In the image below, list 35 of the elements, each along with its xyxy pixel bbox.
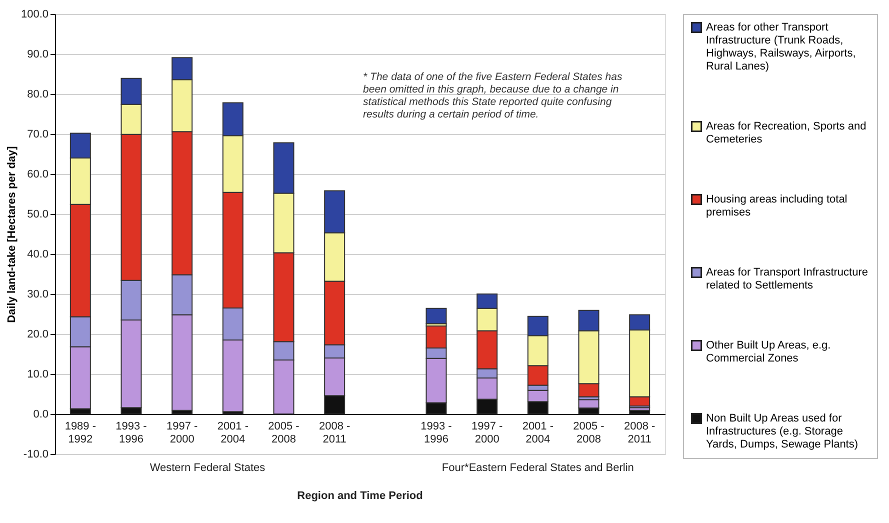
y-tick-label: 50.0 <box>27 208 48 220</box>
x-tick-label: 2005 - 2008 <box>268 420 300 446</box>
text: Western Federal States <box>150 462 266 474</box>
legend-label: Housing areas including total premises <box>706 194 848 218</box>
text: Four*Eastern Federal States and Berlin <box>442 462 634 474</box>
x-tick-label: 1997 - 2000 <box>471 420 504 446</box>
legend-label: Areas for Transport Infrastructure related to Settlements <box>706 266 868 292</box>
y-tick-label: -10.0 <box>23 448 48 460</box>
y-tick-label: 60.0 <box>27 168 48 180</box>
x-tick-label: 2005 - 2008 <box>573 420 605 446</box>
x-tick-label: 2001 - 2004 <box>217 420 249 446</box>
x-tick-label: 2008 - 2011 <box>624 420 656 446</box>
x-axis-title: Region and Time Period <box>297 490 423 502</box>
legend-label: Non Built Up Areas used for Infrastructures (e.g. Storage Yards, Dumps, Sewage Plants) <box>706 412 858 450</box>
bar <box>426 308 447 324</box>
y-tick-label: 80.0 <box>27 88 48 100</box>
x-tick-label: 1989 - 1992 <box>64 420 96 446</box>
x-tick-label: 1993 - 1996 <box>420 420 452 446</box>
y-tick-label: 20.0 <box>27 328 48 340</box>
legend-label: Areas for Recreation, Sports and Cemeteries <box>706 120 866 146</box>
y-tick-label: 70.0 <box>27 128 48 140</box>
x-tick-label: 2001 - 2004 <box>522 420 554 446</box>
x-tick-label: 2008 - 2011 <box>318 420 351 446</box>
x-tick-label: 1997 - 2000 <box>166 420 198 446</box>
x-tick-label: 1993 - 1996 <box>116 420 148 446</box>
y-tick-label: 90.0 <box>27 48 48 60</box>
y-tick-label: 100.0 <box>20 8 48 20</box>
y-tick-label: 40.0 <box>27 248 48 260</box>
y-tick-label: 10.0 <box>27 368 48 380</box>
y-tick-label: 30.0 <box>27 288 48 300</box>
legend-label: Areas for other Transport Infrastructure (Trunk Roads, Highways, Railsways, Airports, Rural Lanes) <box>706 22 856 72</box>
y-tick-label: 0.0 <box>33 408 48 420</box>
annotation: * The data of one of the five Eastern Federal States has been omitted in this graph, because due to a change in statistical methods this State reported quite confusing results during a certain period of time. <box>363 71 623 120</box>
y-axis-title: Daily land-take [Hectares per day] <box>6 146 18 323</box>
legend-label: Other Built Up Areas, e.g. Commercial Zones <box>706 340 831 364</box>
